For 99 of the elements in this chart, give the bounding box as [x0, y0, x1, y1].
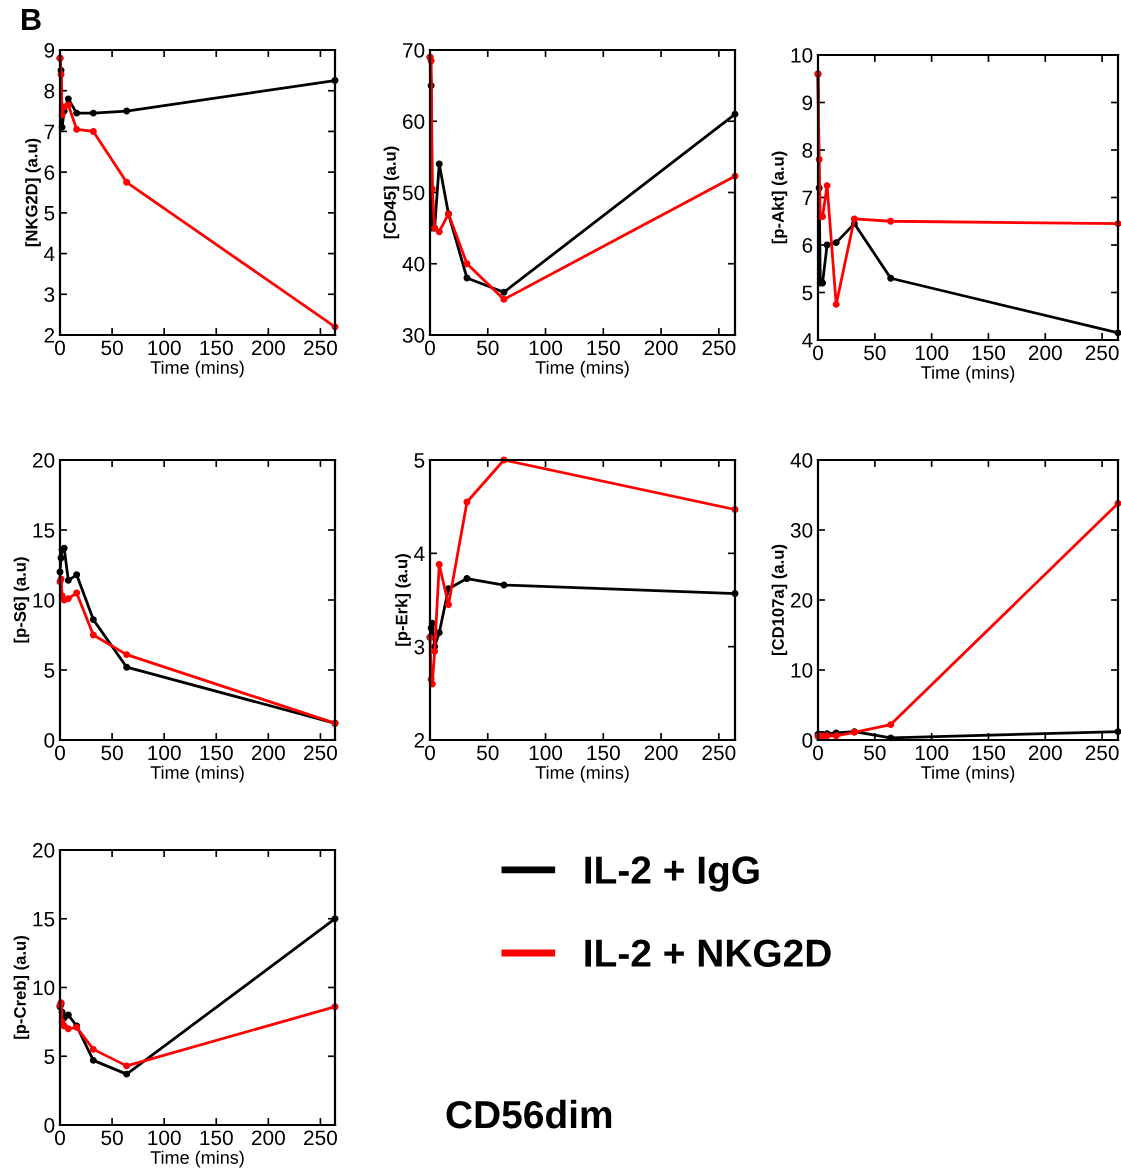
x-tick-label: 100	[148, 340, 181, 356]
y-axis-title: [p-Akt] (a.u)	[771, 151, 788, 244]
y-tick-label: 0	[44, 1118, 55, 1133]
x-tick-label: 250	[304, 340, 337, 356]
y-tick-label: 4	[802, 333, 813, 348]
text: B	[22, 8, 41, 30]
y-tick-label: 7	[802, 190, 813, 206]
y-tick-label: 40	[402, 256, 425, 272]
legend-label: IL-2 + NKG2D	[585, 939, 831, 967]
y-tick-label: 5	[44, 1049, 55, 1064]
x-tick-label: 150	[200, 745, 233, 761]
x-tick-label: 50	[101, 340, 123, 356]
x-tick-label: 200	[252, 1130, 285, 1146]
x-tick-label: 50	[101, 1130, 123, 1146]
x-axis-title: Time (mins)	[150, 765, 244, 783]
x-tick-label: 0	[425, 340, 435, 356]
y-tick-label: 20	[791, 593, 813, 608]
y-tick-label: 7	[44, 124, 55, 139]
x-tick-label: 200	[252, 340, 285, 356]
x-tick-label: 250	[1085, 345, 1119, 361]
y-tick-label: 50	[402, 185, 425, 201]
y-tick-label: 8	[44, 83, 55, 99]
x-axis-title: Time (mins)	[150, 360, 244, 378]
y-tick-label: 8	[802, 143, 813, 158]
x-axis-title: Time (mins)	[921, 765, 1015, 783]
x-tick-label: 150	[587, 340, 620, 356]
x-tick-label: 150	[200, 340, 233, 356]
x-tick-label: 200	[252, 745, 285, 761]
y-tick-label: 30	[402, 328, 425, 343]
x-axis-title: Time (mins)	[535, 765, 629, 783]
y-tick-label: 5	[414, 453, 425, 468]
y-tick-label: 3	[44, 287, 55, 303]
y-tick-label: 60	[403, 114, 425, 129]
x-tick-label: 0	[425, 745, 435, 761]
x-tick-label: 150	[587, 745, 620, 761]
x-tick-label: 50	[101, 745, 123, 761]
x-tick-label: 50	[477, 340, 499, 356]
y-tick-label: 0	[44, 733, 55, 748]
x-tick-label: 50	[477, 745, 499, 761]
y-tick-label: 5	[44, 206, 55, 221]
y-tick-label: 5	[802, 285, 813, 301]
y-tick-label: 20	[33, 843, 55, 858]
x-tick-label: 250	[304, 745, 337, 761]
y-tick-label: 0	[802, 733, 813, 748]
y-tick-label: 40	[790, 453, 813, 468]
x-tick-label: 50	[864, 745, 886, 761]
y-tick-label: 15	[33, 911, 55, 927]
y-tick-label: 6	[44, 165, 55, 180]
x-tick-label: 0	[55, 745, 65, 761]
y-tick-label: 20	[33, 453, 55, 468]
y-tick-label: 5	[44, 663, 55, 678]
y-tick-label: 2	[414, 733, 425, 748]
x-tick-label: 200	[644, 340, 678, 356]
y-tick-label: 2	[44, 328, 55, 343]
y-tick-label: 10	[33, 593, 55, 608]
y-tick-label: 6	[802, 238, 813, 253]
x-tick-label: 0	[55, 1130, 65, 1146]
x-tick-label: 250	[702, 745, 736, 761]
x-tick-label: 0	[813, 745, 823, 761]
x-tick-label: 0	[813, 345, 823, 361]
y-tick-label: 70	[403, 43, 425, 58]
x-tick-label: 200	[1028, 745, 1062, 761]
y-axis-title: [CD45] (a.u)	[383, 146, 400, 239]
y-tick-label: 10	[33, 980, 55, 996]
x-tick-label: 150	[972, 745, 1006, 761]
y-tick-label: 4	[44, 246, 55, 262]
x-tick-label: 100	[915, 345, 949, 361]
x-tick-label: 100	[529, 745, 563, 761]
x-tick-label: 200	[1028, 345, 1062, 361]
x-tick-label: 150	[972, 345, 1006, 361]
legend-label: IL-2 + IgG	[585, 856, 759, 892]
y-axis-title: [NKG2D] (a.u)	[25, 138, 41, 247]
y-tick-label: 10	[791, 48, 813, 63]
x-tick-label: 0	[55, 340, 65, 356]
y-tick-label: 9	[802, 95, 813, 111]
x-tick-label: 250	[702, 340, 736, 356]
x-tick-label: 250	[1085, 745, 1119, 761]
y-axis-title: [CD107a] (a.u)	[771, 544, 788, 656]
x-tick-label: 100	[529, 340, 563, 356]
x-tick-label: 50	[864, 345, 886, 361]
x-axis-title: Time (mins)	[535, 360, 629, 378]
y-tick-label: 3	[414, 639, 425, 655]
x-tick-label: 100	[148, 1130, 181, 1146]
y-tick-label: 15	[33, 523, 55, 538]
y-tick-label: 30	[790, 523, 813, 538]
y-axis-title: [p-Creb] (a.u)	[13, 936, 30, 1039]
x-tick-label: 250	[304, 1130, 337, 1146]
y-tick-label: 9	[44, 43, 55, 58]
y-axis-title: [p-Erk] (a.u)	[395, 554, 411, 646]
x-tick-label: 100	[148, 745, 181, 761]
y-axis-title: [p-S6] (a.u)	[13, 557, 30, 643]
y-tick-label: 4	[414, 546, 425, 561]
x-tick-label: 150	[200, 1130, 233, 1146]
x-axis-title: Time (mins)	[921, 365, 1015, 383]
x-axis-title: Time (mins)	[150, 1150, 244, 1168]
x-tick-label: 100	[915, 745, 949, 761]
text: CD56dim	[446, 1099, 612, 1129]
y-tick-label: 10	[791, 663, 813, 678]
x-tick-label: 200	[644, 745, 678, 761]
